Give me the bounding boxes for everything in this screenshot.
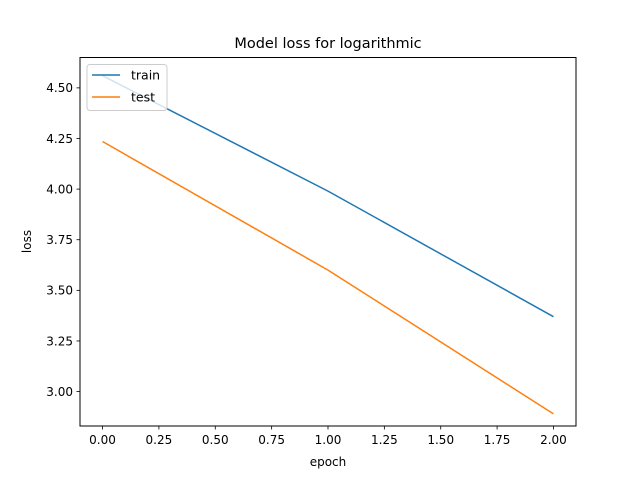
chart-title: Model loss for logarithmic bbox=[234, 36, 421, 52]
legend-label-test: test bbox=[131, 90, 155, 105]
x-axis-label: epoch bbox=[310, 455, 347, 469]
x-tick-label: 1.00 bbox=[315, 433, 342, 447]
y-axis-ticks: 3.00 3.25 3.50 3.75 4.00 4.25 4.50 bbox=[46, 81, 80, 399]
y-tick-label: 3.75 bbox=[46, 233, 73, 247]
y-tick-label: 4.00 bbox=[46, 182, 73, 196]
y-tick-label: 3.25 bbox=[46, 334, 73, 348]
x-tick-label: 1.75 bbox=[484, 433, 511, 447]
plot-frame bbox=[79, 57, 577, 427]
y-axis-label: loss bbox=[20, 230, 34, 253]
legend: train test bbox=[86, 64, 168, 111]
x-tick-label: 1.50 bbox=[427, 433, 454, 447]
x-tick-label: 1.25 bbox=[371, 433, 398, 447]
y-tick-label: 3.00 bbox=[46, 385, 73, 399]
y-tick-label: 4.25 bbox=[46, 132, 73, 146]
series-line-train bbox=[102, 75, 554, 318]
y-tick-label: 3.50 bbox=[46, 284, 73, 298]
x-tick-label: 2.00 bbox=[540, 433, 567, 447]
legend-box bbox=[86, 64, 168, 111]
x-tick-label: 0.50 bbox=[202, 433, 229, 447]
series-line-test bbox=[102, 140, 554, 415]
x-axis-ticks: 0.00 0.25 0.50 0.75 1.00 1.25 1.50 1.75 2.00 bbox=[89, 426, 567, 447]
legend-label-train: train bbox=[131, 68, 160, 83]
x-tick-label: 0.00 bbox=[89, 433, 116, 447]
plot-area bbox=[80, 57, 576, 426]
y-tick-label: 4.50 bbox=[46, 81, 73, 95]
series-lines bbox=[102, 75, 554, 415]
x-tick-label: 0.25 bbox=[146, 433, 173, 447]
x-tick-label: 0.75 bbox=[258, 433, 285, 447]
